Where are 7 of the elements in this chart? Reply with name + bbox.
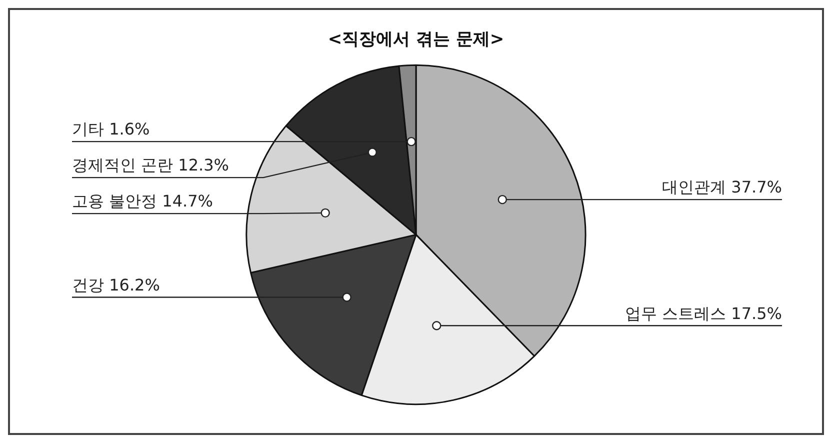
slice-label: 건강 16.2%	[72, 275, 160, 294]
chart-title: <직장에서 겪는 문제>	[328, 30, 504, 50]
slice-label: 업무 스트레스 17.5%	[625, 304, 782, 323]
slice-label: 대인관계 37.7%	[662, 178, 782, 197]
slice-label: 기타 1.6%	[72, 120, 150, 139]
slice-label: 경제적인 곤란 12.3%	[72, 156, 229, 175]
slice-label: 고용 불안정 14.7%	[72, 192, 213, 211]
